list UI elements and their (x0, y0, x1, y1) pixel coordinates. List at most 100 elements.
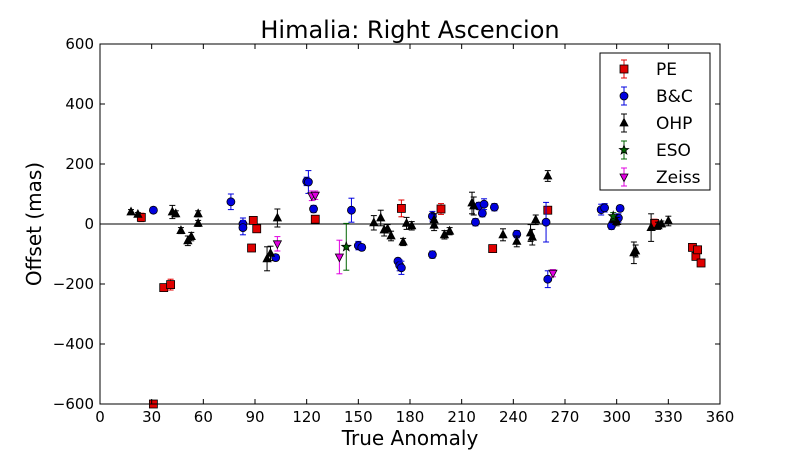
legend-marker (619, 64, 629, 74)
data-point (386, 230, 396, 240)
data-point (646, 222, 656, 232)
data-point (531, 214, 541, 224)
data-point (340, 240, 352, 252)
data-point (693, 245, 703, 255)
x-tick-label: 360 (706, 408, 735, 426)
plot-marks (100, 170, 720, 409)
x-tick-label: 90 (245, 408, 264, 426)
data-point (548, 269, 558, 279)
data-point (663, 215, 673, 225)
plot-area (100, 170, 720, 409)
legend-marker (619, 173, 629, 183)
data-point (612, 216, 622, 226)
legend-marker (619, 91, 629, 101)
legend-marker (618, 144, 630, 155)
data-point (471, 217, 480, 227)
x-tick-label: 30 (142, 408, 161, 426)
x-tick-label: 330 (654, 408, 683, 426)
x-tick-label: 60 (194, 408, 213, 426)
data-point (252, 224, 262, 234)
x-tick-label: 180 (396, 408, 425, 426)
data-point (543, 170, 553, 180)
y-tick-label: 0 (84, 215, 94, 233)
data-point (171, 208, 181, 218)
data-point (272, 240, 283, 250)
x-tick-label: 120 (292, 408, 321, 426)
data-point (543, 274, 553, 284)
data-point (126, 206, 136, 216)
legend-label: Zeiss (656, 168, 701, 188)
data-point (226, 197, 236, 207)
legend-label: B&C (656, 87, 693, 107)
data-point (357, 242, 367, 252)
data-point (401, 217, 412, 227)
data-point (543, 205, 553, 215)
data-point (376, 212, 386, 222)
data-point (347, 205, 356, 215)
data-point (615, 203, 625, 213)
x-tick-label: 240 (499, 408, 528, 426)
y-tick-label: −600 (53, 395, 94, 413)
data-point (334, 253, 345, 263)
legend-label: OHP (656, 114, 692, 134)
data-point (398, 236, 408, 246)
data-point (166, 280, 176, 290)
data-point (262, 253, 272, 263)
data-point (186, 231, 196, 241)
data-point (512, 235, 522, 245)
data-point (488, 244, 498, 254)
y-tick-label: 200 (65, 155, 94, 173)
data-point (696, 258, 706, 268)
chart-title: Himalia: Right Ascencion (260, 16, 559, 44)
series-zeiss (272, 190, 558, 279)
data-point (527, 231, 537, 241)
x-tick-label: 210 (447, 408, 476, 426)
data-point (396, 263, 406, 273)
data-point (541, 217, 551, 227)
x-tick-label: 150 (344, 408, 373, 426)
series-pe (136, 199, 706, 409)
legend: PE B&C OHP ESO Zeiss (599, 52, 711, 191)
series-eso (340, 210, 619, 271)
data-point (310, 191, 320, 201)
y-axis-label: Offset (mas) (22, 162, 46, 286)
legend-marker (619, 117, 629, 127)
data-point (310, 214, 320, 224)
data-point (427, 250, 437, 260)
data-point (444, 225, 455, 235)
data-point (193, 208, 203, 218)
data-point (607, 210, 619, 222)
data-point (265, 247, 276, 257)
data-point (429, 219, 439, 229)
data-point (630, 245, 641, 255)
x-tick-label: 300 (602, 408, 631, 426)
data-point (309, 204, 318, 214)
data-point (436, 204, 446, 214)
data-point (238, 223, 248, 233)
y-tick-label: −200 (53, 275, 94, 293)
series-ohp (126, 170, 673, 272)
data-point (248, 215, 258, 225)
y-tick-label: 600 (65, 35, 94, 53)
x-axis-label: True Anomaly (341, 426, 479, 450)
data-point (498, 229, 508, 239)
axes: 0 30 60 90 120 150 180 210 240 270 300 330 360 −600 −4… (53, 35, 735, 426)
data-point (600, 203, 610, 213)
data-point (407, 220, 417, 230)
data-point (369, 217, 379, 227)
data-point (479, 199, 489, 209)
data-point (477, 208, 487, 218)
data-point (382, 223, 393, 233)
data-point (247, 243, 256, 253)
data-point (489, 202, 499, 212)
data-point (469, 200, 479, 210)
data-point (396, 203, 406, 213)
data-point (176, 225, 186, 235)
data-point (656, 218, 667, 228)
legend-box (599, 52, 711, 191)
data-point (272, 212, 283, 222)
x-tick-label: 0 (95, 408, 105, 426)
y-tick-label: 400 (65, 95, 94, 113)
legend-label: ESO (656, 141, 691, 161)
